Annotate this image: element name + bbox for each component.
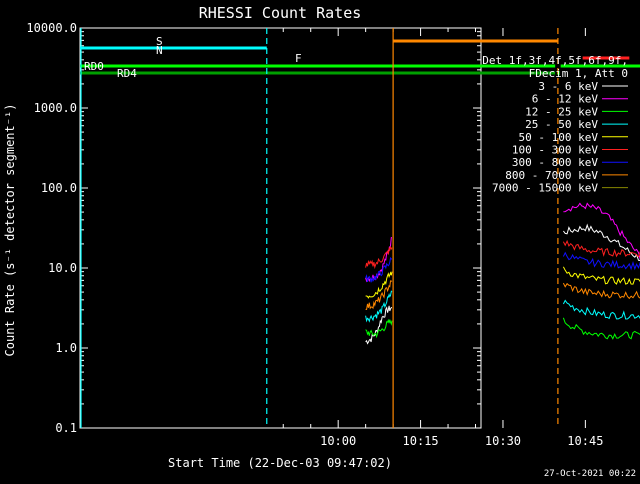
legend-label: 7000 - 15000 keV [492, 182, 598, 195]
series-line [365, 280, 393, 311]
series-line [365, 256, 393, 283]
series-line [365, 318, 393, 339]
legend-label: 3 - 6 keV [538, 80, 598, 93]
legend-label: 25 - 50 keV [525, 118, 598, 131]
legend-label: 6 - 12 keV [532, 93, 599, 106]
series-line [562, 251, 640, 271]
x-tick-label: 10:30 [485, 434, 521, 448]
series-line [365, 271, 393, 299]
x-tick-label: 10:15 [403, 434, 439, 448]
y-tick-label: 0.1 [55, 421, 77, 435]
flag-label-s: S [156, 35, 163, 48]
series-line [365, 290, 393, 323]
flag-label-n: N [156, 44, 163, 57]
legend-label: 300 - 800 keV [512, 156, 598, 169]
series-line [562, 317, 640, 340]
state-flag-bars: RD0 RD4 SN F [80, 35, 640, 80]
legend-label: 100 - 300 keV [512, 144, 598, 157]
generated-timestamp: 27-Oct-2021 00:22 [544, 469, 636, 479]
series-line [563, 223, 640, 261]
y-tick-label: 10.0 [48, 261, 77, 275]
flag-label-rd0: RD0 [84, 60, 104, 73]
chart-title: RHESSI Count Rates [199, 4, 362, 22]
vertical-markers [80, 28, 559, 428]
x-tick-label: 10:00 [320, 434, 356, 448]
y-tick-label: 1.0 [55, 341, 77, 355]
y-tick-label: 1000.0 [34, 101, 77, 115]
flag-label-f: F [295, 52, 302, 65]
y-axis-label: Count Rate (s⁻¹ detector segment⁻¹) [3, 104, 17, 357]
series-line [562, 266, 640, 285]
x-axis-label: Start Time (22-Dec-03 09:47:02) [168, 456, 392, 470]
series-line [562, 299, 640, 320]
legend-label: 800 - 7000 keV [505, 169, 598, 182]
legend-header: Det 1f,3f,4f,5f,6f,9f, [482, 54, 628, 67]
series-line [365, 245, 393, 270]
legend-label: 12 - 25 keV [525, 105, 598, 118]
data-series [365, 202, 640, 345]
series-line [365, 305, 392, 345]
y-axis-ticks: 0.1 1.0 10.0 100.0 1000.0 10000.0 [26, 21, 481, 435]
series-line [562, 239, 640, 258]
series-line [562, 282, 640, 300]
y-tick-label: 100.0 [41, 181, 77, 195]
flag-label-rd4: RD4 [117, 67, 137, 80]
legend: Det 1f,3f,4f,5f,6f,9f,FDecim 1, Att 03 -… [482, 54, 628, 195]
legend-label: 50 - 100 keV [519, 131, 599, 144]
legend-header: FDecim 1, Att 0 [529, 67, 628, 80]
series-line [563, 202, 640, 261]
y-tick-label: 10000.0 [26, 21, 77, 35]
x-tick-label: 10:45 [567, 434, 603, 448]
plot-frame [79, 27, 482, 429]
